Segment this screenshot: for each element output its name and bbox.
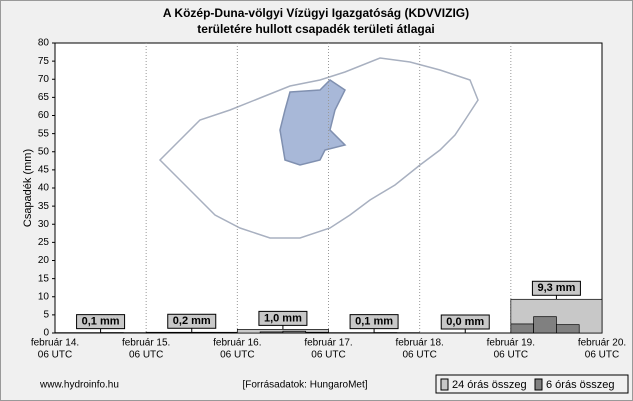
value-label-box — [258, 310, 308, 326]
website: www.hydroinfo.hu — [39, 380, 119, 391]
x-tick-label: 06 UTC — [402, 350, 436, 361]
bar — [282, 330, 307, 334]
value-label-box — [167, 313, 217, 329]
bar — [259, 331, 284, 334]
y-tick-label: 40 — [38, 183, 50, 194]
source: [Forrásadatok: HungaroMet] — [242, 380, 367, 391]
value-label: 0,1 mm — [355, 316, 393, 328]
y-tick-label: 10 — [38, 291, 50, 302]
y-tick-label: 75 — [38, 56, 50, 67]
y-axis-label: Csapadék (mm) — [22, 149, 34, 227]
y-tick-label: 30 — [38, 219, 50, 230]
value-label: 0,2 mm — [173, 315, 211, 327]
legend-swatch — [534, 378, 543, 391]
y-tick-label: 20 — [38, 255, 50, 266]
x-tick-label: február 20. — [578, 338, 626, 349]
x-tick-label: február 14. — [31, 338, 79, 349]
x-tick-label: február 18. — [395, 338, 443, 349]
value-label: 9,3 mm — [537, 282, 575, 294]
value-label-box — [531, 280, 581, 296]
x-tick-label: 06 UTC — [220, 350, 254, 361]
x-tick-label: február 15. — [122, 338, 170, 349]
chart-subtitle: területére hullott csapadék területi átl… — [197, 22, 434, 36]
y-tick-label: 65 — [38, 92, 50, 103]
y-tick-label: 60 — [38, 110, 50, 121]
y-tick-label: 45 — [38, 165, 50, 176]
x-tick-label: 06 UTC — [311, 350, 345, 361]
value-label-box — [349, 314, 399, 330]
bar — [556, 324, 580, 334]
y-tick-label: 55 — [38, 128, 50, 139]
bar — [305, 331, 329, 334]
legend-label: 6 órás összeg — [546, 379, 614, 391]
x-tick-label: 06 UTC — [38, 350, 72, 361]
value-label: 0,0 mm — [446, 316, 484, 328]
y-tick-label: 15 — [38, 273, 50, 284]
x-tick-label: 06 UTC — [585, 350, 619, 361]
legend — [435, 374, 629, 394]
value-label-box — [76, 314, 126, 330]
y-tick-label: 70 — [38, 74, 50, 85]
value-label: 0,1 mm — [82, 316, 120, 328]
y-tick-label: 50 — [38, 146, 50, 157]
x-tick-label: február 16. — [213, 338, 261, 349]
y-tick-label: 35 — [38, 201, 50, 212]
bar — [533, 316, 557, 334]
y-tick-label: 80 — [38, 38, 50, 49]
chart-title: A Közép-Duna-völgyi Vízügyi Igazgatóság … — [163, 6, 469, 20]
legend-swatch — [440, 378, 449, 391]
map — [158, 57, 479, 239]
map-region — [279, 79, 347, 166]
map-outline — [158, 57, 479, 239]
y-tick-label: 25 — [38, 237, 50, 248]
legend-label: 24 órás összeg — [452, 379, 527, 391]
bar — [510, 323, 534, 334]
x-tick-label: 06 UTC — [129, 350, 163, 361]
value-label: 1,0 mm — [264, 312, 302, 324]
value-label-box — [440, 314, 490, 330]
x-tick-label: február 17. — [304, 338, 352, 349]
x-tick-label: 06 UTC — [494, 350, 528, 361]
x-tick-label: február 19. — [487, 338, 535, 349]
y-tick-label: 0 — [43, 328, 49, 339]
y-tick-label: 5 — [43, 310, 49, 321]
